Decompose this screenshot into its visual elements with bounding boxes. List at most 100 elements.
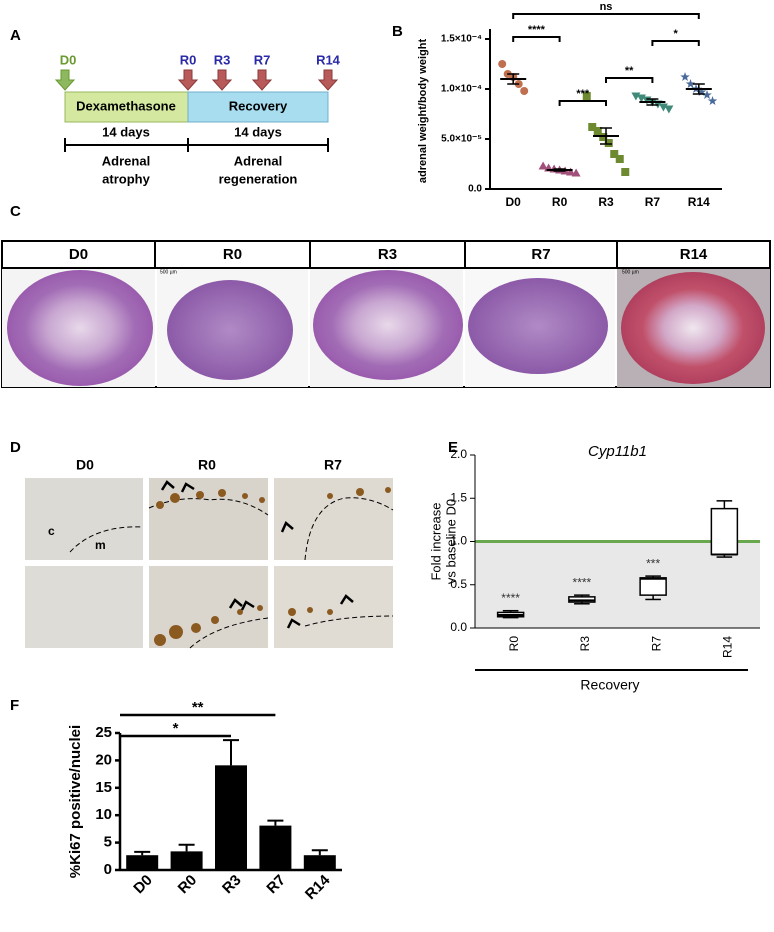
significance-bracket (512, 13, 700, 19)
tissue (313, 270, 463, 380)
point (707, 96, 718, 105)
error-bar (553, 168, 566, 172)
outcome: Adrenal (234, 153, 282, 168)
image (274, 566, 393, 648)
x-tick-label: R0 (507, 636, 521, 652)
point (680, 72, 690, 81)
x-tick-label: D0 (506, 195, 522, 209)
scale-bar-label: 500 µm (160, 269, 177, 275)
stain-spots (154, 487, 391, 646)
point (566, 167, 576, 176)
stage-header: R0 (223, 246, 242, 263)
y-tick-label: 0 (104, 861, 112, 878)
x-tick-label: R14 (688, 195, 710, 209)
point (538, 161, 548, 170)
outcome: Adrenal (102, 153, 150, 168)
start-label: D0 (60, 52, 77, 67)
bar (170, 851, 203, 870)
panel-label: F (10, 697, 19, 714)
significance-label: **** (501, 591, 520, 605)
x-tick-label: R14 (302, 871, 334, 903)
point (588, 123, 597, 131)
stage-header: R7 (531, 246, 550, 263)
stage-header: R7 (324, 457, 342, 473)
phase-box (64, 91, 189, 123)
x-tick-label: R0 (175, 872, 201, 898)
significance-label: *** (576, 88, 590, 100)
stage-header: R0 (198, 457, 216, 473)
point (702, 90, 712, 99)
image (274, 478, 393, 560)
x-tick-label: R7 (649, 636, 663, 652)
point (604, 139, 613, 147)
significance-label: * (173, 720, 179, 737)
tissue (621, 272, 765, 384)
marker-label: R14 (316, 52, 341, 67)
boundary (304, 615, 394, 627)
image (149, 566, 268, 648)
header-cell (154, 240, 311, 269)
point (498, 60, 507, 68)
point (696, 87, 707, 96)
y-tick-label: 1.5×10⁻⁴ (441, 34, 482, 45)
stage-header: D0 (69, 246, 88, 263)
image (149, 478, 268, 560)
marker-label: R0 (180, 52, 197, 67)
error-bar (311, 849, 328, 856)
region-label: m (95, 538, 106, 552)
significance-bracket (512, 36, 561, 42)
timeline: D0 Dexamethasone Recovery 14 days 14 day… (54, 52, 329, 186)
region-label: c (48, 524, 55, 538)
point (621, 168, 630, 176)
boundary (304, 497, 394, 561)
header-cell (309, 240, 466, 269)
error-bar (600, 127, 612, 145)
y-tick-label: 0.0 (450, 620, 467, 634)
box (639, 577, 667, 596)
significance-bracket (558, 100, 607, 106)
y-tick-label: 10 (95, 806, 112, 823)
point (685, 79, 696, 88)
staining: D0 R0 R7 c m (25, 457, 394, 649)
y-tick-label: 5 (104, 834, 112, 851)
arrow (317, 69, 339, 91)
stage-header: R3 (378, 246, 397, 263)
panel-label: E (448, 439, 458, 456)
y-axis-label: vs baseline D0 (443, 499, 458, 584)
y-axis-label: %Ki67 positive/nuclei (67, 725, 84, 878)
significance-label: *** (646, 556, 660, 570)
arrowheads (160, 480, 354, 629)
significance-label: ** (192, 699, 204, 716)
arrow (54, 69, 76, 91)
error-bar (646, 98, 659, 106)
y-tick-label: 2.0 (450, 447, 467, 461)
panel-label: D (10, 439, 21, 456)
header-cell (464, 240, 618, 269)
y-tick-label: 20 (95, 751, 112, 768)
duration: 14 days (102, 124, 150, 139)
y-axis-label: adrenal weight/body weight (417, 39, 429, 184)
y-tick-label: 15 (95, 779, 112, 796)
y-tick-label: 5.0×10⁻⁵ (441, 134, 482, 145)
significance-label: ** (625, 65, 634, 77)
marker-label: R7 (254, 52, 271, 67)
point (582, 92, 591, 100)
y-tick-label: 1.0×10⁻⁴ (441, 84, 482, 95)
panel-label: B (392, 23, 403, 40)
x-tick-label: R7 (263, 872, 289, 898)
x-tick-label: R14 (721, 636, 735, 658)
outcome: regeneration (219, 171, 298, 186)
bar (126, 855, 159, 870)
panel-label: A (10, 27, 21, 44)
scale-bar-label: 500 µm (622, 269, 639, 275)
x-tick-label: R7 (645, 195, 661, 209)
point (571, 168, 581, 177)
panel-label: C (10, 203, 21, 220)
box (710, 507, 739, 556)
x-tick-label: R3 (219, 872, 245, 898)
y-tick-label: 0.0 (468, 184, 482, 195)
phase-box (187, 91, 329, 123)
significance-bracket (651, 40, 700, 46)
point (610, 150, 619, 158)
y-tick-label: 0.5 (450, 577, 467, 591)
